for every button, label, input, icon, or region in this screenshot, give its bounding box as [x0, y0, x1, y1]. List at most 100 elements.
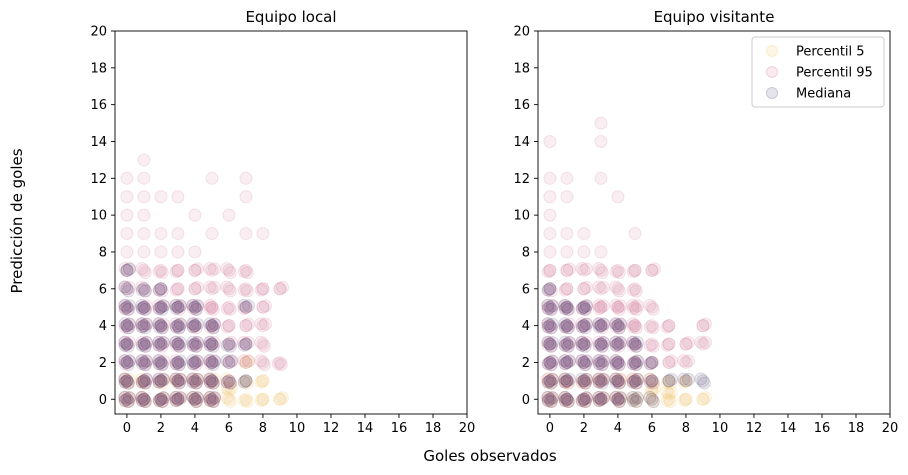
- data-point: [662, 392, 676, 406]
- data-point: [579, 280, 593, 294]
- data-point: [561, 302, 575, 316]
- data-point: [137, 355, 151, 369]
- data-point: [596, 391, 610, 405]
- y-tick-label: 2: [99, 356, 107, 371]
- data-point: [579, 317, 593, 331]
- data-point: [223, 376, 237, 390]
- data-point: [237, 338, 251, 352]
- data-point: [596, 354, 610, 368]
- data-point: [664, 354, 678, 368]
- data-point: [137, 245, 151, 259]
- data-point: [120, 337, 134, 351]
- data-point: [135, 390, 149, 404]
- data-point: [543, 134, 557, 148]
- data-point: [203, 301, 217, 315]
- data-point: [203, 394, 217, 408]
- x-tick-label: 2: [157, 421, 165, 436]
- data-point: [575, 375, 589, 389]
- data-point: [543, 227, 557, 241]
- legend-label: Mediana: [796, 87, 851, 102]
- data-point: [629, 376, 643, 390]
- data-point: [188, 355, 202, 369]
- data-point: [120, 392, 134, 406]
- data-point: [154, 355, 168, 369]
- data-point: [628, 337, 642, 351]
- data-point: [118, 320, 132, 334]
- data-point: [256, 374, 270, 388]
- data-point: [681, 336, 695, 350]
- data-point: [186, 338, 200, 352]
- data-point: [152, 394, 166, 408]
- data-point: [173, 354, 187, 368]
- data-point: [611, 319, 625, 333]
- data-point: [592, 375, 606, 389]
- data-point: [120, 374, 134, 388]
- data-point: [628, 374, 642, 388]
- data-point: [188, 392, 202, 406]
- data-point: [205, 337, 219, 351]
- data-point: [543, 374, 557, 388]
- data-point: [207, 317, 221, 331]
- data-point: [171, 319, 185, 333]
- data-point: [646, 321, 660, 335]
- data-point: [628, 374, 642, 388]
- data-point: [596, 336, 610, 350]
- data-point: [541, 317, 555, 331]
- data-point: [139, 317, 153, 331]
- data-point: [239, 300, 253, 314]
- data-point: [120, 263, 134, 277]
- data-point: [205, 337, 219, 351]
- y-tick-label: 18: [513, 61, 530, 76]
- data-point: [630, 391, 644, 405]
- data-point: [154, 392, 168, 406]
- data-point: [118, 298, 132, 312]
- data-point: [628, 355, 642, 369]
- data-point: [629, 358, 643, 372]
- data-point: [137, 300, 151, 314]
- data-point: [592, 298, 606, 312]
- data-point: [629, 284, 643, 298]
- data-point: [152, 357, 166, 371]
- data-point: [629, 376, 643, 390]
- figure-ylabel: Predicción de goles: [8, 148, 26, 293]
- data-point: [237, 298, 251, 312]
- data-point: [628, 319, 642, 333]
- data-point: [612, 266, 626, 280]
- data-point: [643, 372, 657, 386]
- data-point: [544, 376, 558, 390]
- data-point: [256, 319, 270, 333]
- data-point: [169, 317, 183, 331]
- data-point: [662, 374, 676, 388]
- data-point: [223, 394, 237, 408]
- data-point: [154, 319, 168, 333]
- data-point: [578, 394, 592, 408]
- data-point: [592, 394, 606, 408]
- data-point: [541, 372, 555, 386]
- data-point: [207, 280, 221, 294]
- data-point: [592, 394, 606, 408]
- data-point: [545, 336, 559, 350]
- data-point: [579, 354, 593, 368]
- data-point: [660, 385, 674, 399]
- data-point: [189, 302, 203, 316]
- data-point: [660, 394, 674, 408]
- data-point: [135, 262, 149, 276]
- data-point: [186, 390, 200, 404]
- data-point: [207, 317, 221, 331]
- data-point: [611, 355, 625, 369]
- data-point: [545, 372, 559, 386]
- data-point: [171, 282, 185, 296]
- data-point: [172, 376, 186, 390]
- data-point: [171, 337, 185, 351]
- data-point: [594, 392, 608, 406]
- data-point: [171, 392, 185, 406]
- data-point: [120, 263, 134, 277]
- data-point: [220, 262, 234, 276]
- data-point: [609, 280, 623, 294]
- data-point: [135, 357, 149, 371]
- data-point: [577, 263, 591, 277]
- data-point: [643, 338, 657, 352]
- data-point: [122, 262, 136, 276]
- data-point: [155, 376, 169, 390]
- data-point: [188, 282, 202, 296]
